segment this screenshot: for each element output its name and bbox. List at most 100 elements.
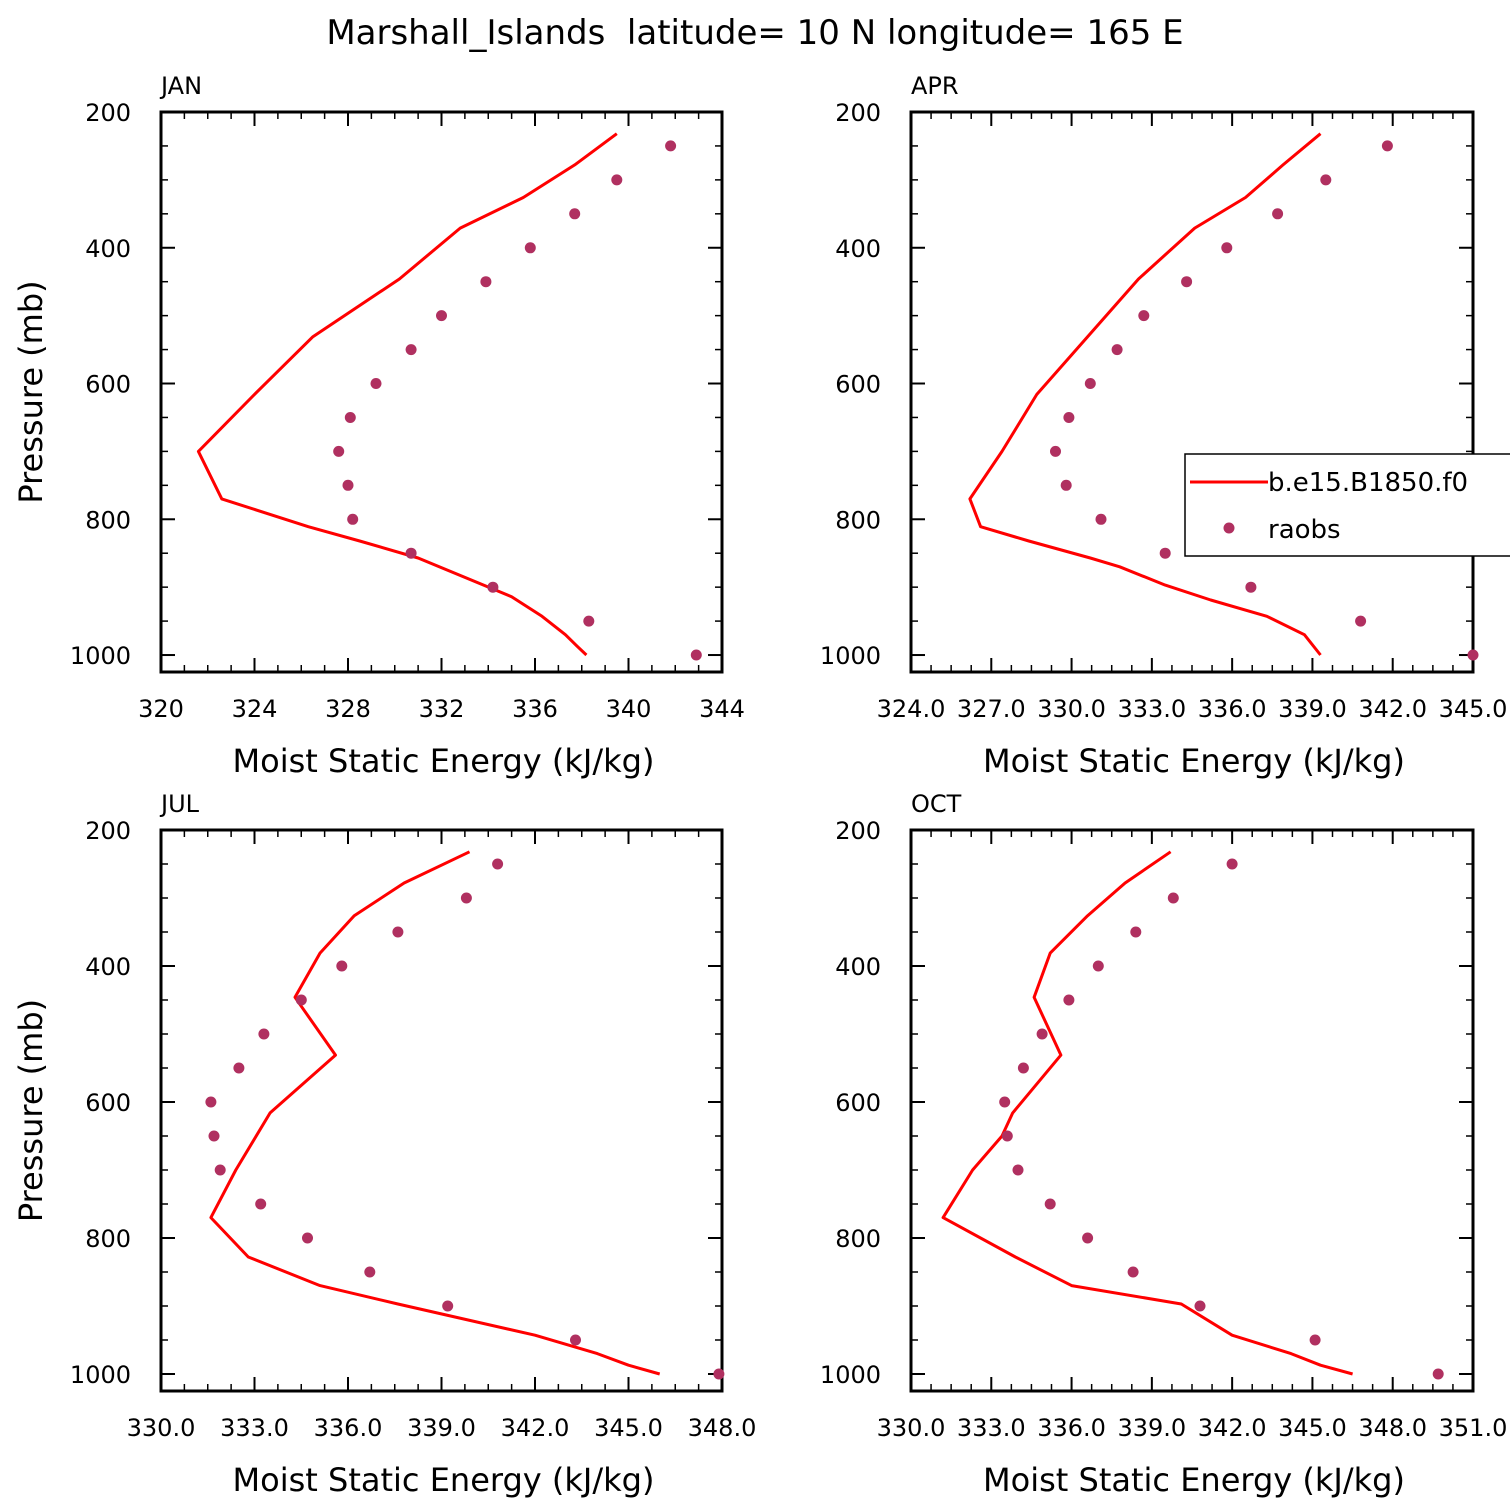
raobs-point (336, 960, 348, 972)
x-tick-label: 332 (419, 695, 465, 723)
raobs-point (665, 140, 677, 152)
panel-label: OCT (911, 790, 962, 818)
x-axis-title: Moist Static Energy (kJ/kg) (983, 742, 1405, 780)
raobs-point (344, 412, 356, 423)
x-tick-label: 339.0 (1117, 1414, 1186, 1442)
x-tick-label: 345.0 (1278, 1414, 1347, 1442)
raobs-point (713, 1368, 725, 1380)
raobs-point (1320, 174, 1332, 186)
plot-frame (909, 828, 1475, 1393)
y-tick-label: 400 (835, 235, 881, 263)
raobs-point (333, 445, 345, 457)
raobs-point (1012, 1164, 1024, 1176)
model-line-series (941, 850, 1353, 1376)
raobs-point (1194, 1300, 1206, 1312)
x-tick-label: 344 (699, 695, 745, 723)
raobs-point (1063, 412, 1075, 423)
y-tick-label: 600 (835, 371, 881, 399)
panel-jan: JAN 320 324 328 332 336 340 344 200 400 600 800 1000… (12, 72, 745, 780)
y-tick-label: 800 (835, 1225, 881, 1253)
x-tick-label: 345.0 (594, 1414, 663, 1442)
raobs-point (1050, 445, 1061, 457)
figure-title: Marshall_Islands latitude= 10 N longitud… (326, 13, 1183, 53)
raobs-point (1044, 1198, 1056, 1210)
x-tick-label: 339.0 (1278, 695, 1347, 723)
x-tick-label: 327.0 (957, 695, 1026, 723)
raobs-point (569, 208, 581, 220)
raobs-point (480, 276, 492, 288)
panel-label: APR (911, 72, 959, 100)
raobs-point (405, 344, 417, 356)
raobs-point (1063, 994, 1075, 1006)
x-tick-label: 324 (232, 695, 278, 723)
model-line-series (196, 132, 618, 657)
raobs-point (570, 1334, 581, 1346)
raobs-point (1355, 615, 1367, 627)
raobs-point (1017, 1062, 1029, 1074)
panel-label: JAN (159, 72, 202, 100)
raobs-point (255, 1198, 267, 1210)
raobs-point (364, 1266, 376, 1278)
x-tick-label: 330.0 (877, 1414, 946, 1442)
raobs-point (1167, 892, 1179, 904)
y-tick-label: 400 (85, 953, 131, 981)
plot-frame (159, 110, 724, 674)
raobs-point (611, 174, 623, 186)
raobs-point (392, 926, 404, 938)
raobs-point (1432, 1368, 1444, 1380)
raobs-point (1092, 960, 1104, 972)
x-tick-label: 328 (325, 695, 371, 723)
raobs-point (999, 1096, 1011, 1108)
x-tick-label: 336.0 (1198, 695, 1267, 723)
y-tick-label: 1000 (820, 642, 881, 670)
y-axis-title: Pressure (mb) (12, 999, 50, 1222)
x-tick-label: 351.0 (1439, 1414, 1508, 1442)
y-tick-label: 400 (835, 953, 881, 981)
y-tick-label: 800 (85, 506, 131, 534)
y-tick-label: 200 (835, 99, 881, 127)
panel-apr: APR 324.0 327.0 330.0 333.0 336.0 339.0 342.0 34… (820, 72, 1510, 780)
legend-model-label: b.e15.B1850.f0 (1268, 468, 1468, 498)
raobs-point (1226, 858, 1238, 870)
raobs-point (1245, 581, 1257, 593)
raobs-point (1111, 344, 1123, 356)
x-tick-label: 330.0 (127, 1414, 196, 1442)
x-tick-label: 342.0 (501, 1414, 570, 1442)
x-axis-title: Moist Static Energy (kJ/kg) (983, 1461, 1405, 1499)
raobs-point (1159, 547, 1171, 559)
raobs-point (258, 1028, 270, 1040)
model-line-series (209, 850, 661, 1376)
y-tick-label: 200 (835, 817, 881, 845)
y-tick-label: 1000 (70, 1361, 131, 1389)
raobs-point (442, 1300, 454, 1312)
raobs-point (1127, 1266, 1139, 1278)
x-tick-label: 330.0 (1037, 695, 1106, 723)
x-tick-label: 340 (606, 695, 652, 723)
raobs-point (1060, 479, 1072, 491)
y-tick-label: 200 (85, 99, 131, 127)
x-tick-label: 339.0 (407, 1414, 476, 1442)
legend-point-swatch (1223, 522, 1235, 534)
raobs-point (342, 479, 354, 491)
y-tick-label: 800 (85, 1225, 131, 1253)
raobs-point (1221, 242, 1233, 254)
x-tick-label: 348.0 (1358, 1414, 1427, 1442)
x-tick-label: 348.0 (688, 1414, 757, 1442)
raobs-point (492, 858, 504, 870)
y-tick-label: 600 (85, 1089, 131, 1117)
raobs-point (1095, 513, 1107, 525)
raobs-point (1381, 140, 1393, 152)
raobs-point (460, 892, 472, 904)
legend: b.e15.B1850.f0 raobs (1184, 453, 1510, 557)
raobs-point (690, 649, 702, 661)
x-axis-title: Moist Static Energy (kJ/kg) (233, 742, 655, 780)
raobs-point (1082, 1232, 1094, 1244)
y-tick-label: 400 (85, 235, 131, 263)
y-tick-label: 1000 (820, 1361, 881, 1389)
x-tick-label: 336.0 (1037, 1414, 1106, 1442)
x-tick-label: 324.0 (877, 695, 946, 723)
raobs-point (214, 1164, 226, 1176)
plot-frame (159, 828, 724, 1393)
raobs-point (1272, 208, 1284, 220)
